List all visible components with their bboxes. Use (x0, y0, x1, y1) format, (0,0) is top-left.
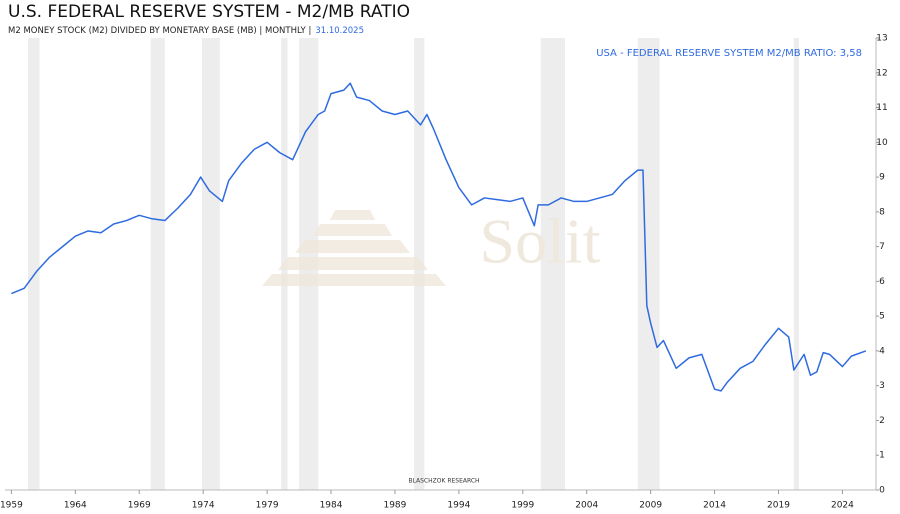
y-tick-label: 11 (876, 103, 887, 113)
recession-band (28, 38, 40, 490)
y-tick-label: 3 (879, 381, 885, 391)
x-tick-label: 1974 (192, 501, 215, 511)
chart-title: U.S. FEDERAL RESERVE SYSTEM - M2/MB RATI… (8, 2, 410, 22)
y-tick-label: 0 (879, 486, 885, 496)
y-tick-label: 10 (876, 138, 888, 148)
x-tick-label: 1984 (320, 501, 343, 511)
recession-band (201, 38, 220, 490)
recession-band (540, 38, 565, 490)
x-tick-label: 1999 (511, 501, 534, 511)
x-tick-label: 2024 (831, 501, 854, 511)
y-tick-label: 9 (879, 173, 885, 183)
x-tick-label: 1959 (0, 501, 23, 511)
legend-entry: USA - FEDERAL RESERVE SYSTEM M2/MB RATIO… (596, 48, 862, 59)
subtitle: M2 MONEY STOCK (M2) DIVIDED BY MONETARY … (8, 26, 311, 36)
x-tick-label: 1994 (447, 501, 470, 511)
series-line (11, 82, 867, 392)
x-tick-label: 2014 (703, 501, 726, 511)
y-tick-label: 12 (876, 68, 887, 78)
x-tick-label: 1989 (383, 501, 406, 511)
x-tick-label: 2009 (639, 501, 662, 511)
x-tick-label: 2004 (575, 501, 598, 511)
y-tick-label: 4 (879, 346, 885, 356)
watermark-text: Solit (480, 206, 601, 277)
watermark-logo (262, 210, 446, 286)
y-tick-label: 2 (879, 416, 885, 426)
chart-subtitle: M2 MONEY STOCK (M2) DIVIDED BY MONETARY … (8, 26, 364, 36)
y-tick-label: 13 (876, 34, 887, 44)
recession-band (793, 38, 799, 490)
recession-band (637, 38, 660, 490)
x-tick-label: 1969 (128, 501, 151, 511)
x-tick-label: 2019 (767, 501, 790, 511)
y-tick-label: 7 (879, 242, 885, 252)
y-tick-label: 5 (879, 312, 885, 322)
date: 31.10.2025 (315, 26, 364, 36)
y-tick-label: 8 (879, 207, 885, 217)
recession-band (150, 38, 165, 490)
y-tick-label: 6 (879, 277, 885, 287)
x-tick-label: 1964 (64, 501, 87, 511)
y-tick-label: 1 (879, 451, 885, 461)
x-tick-label: 1979 (256, 501, 279, 511)
source: BLASCHZOK RESEARCH (408, 478, 479, 485)
